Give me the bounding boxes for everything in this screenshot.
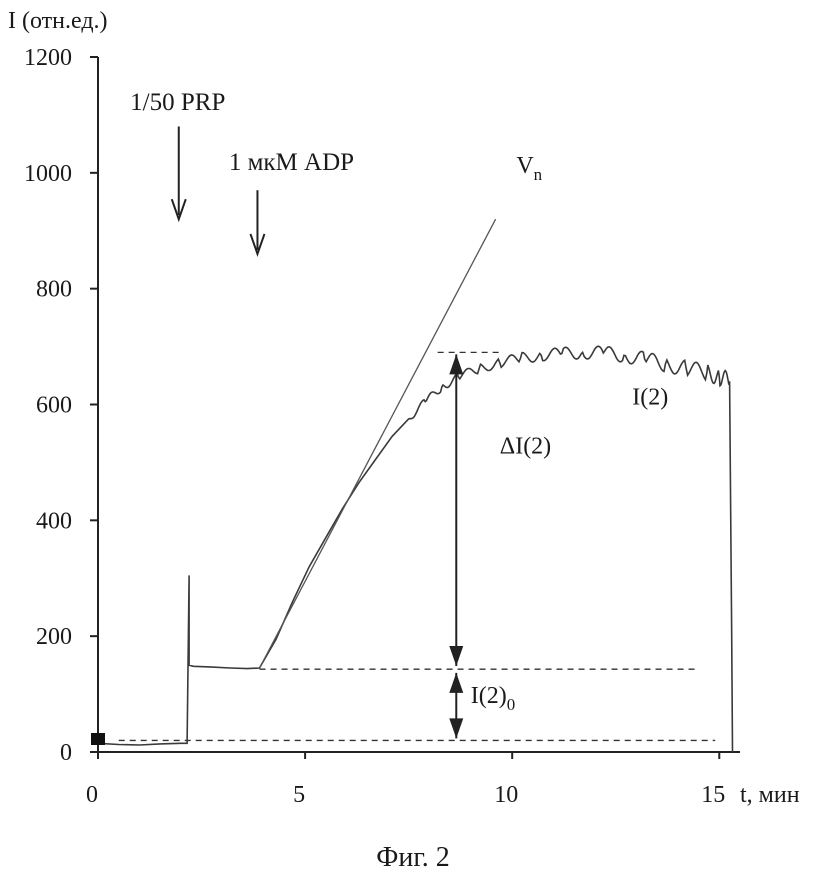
series-layer	[97, 218, 734, 753]
event-arrows: 1/50 PRP 1 мкМ ADP	[130, 89, 354, 257]
event-label: 1 мкМ ADP	[229, 149, 354, 176]
y-tick-label: 1200	[24, 45, 72, 71]
reference-lines	[118, 351, 716, 742]
series-i2-line	[97, 345, 734, 753]
annotation-label: I(2)	[632, 385, 668, 411]
arrow-head-up	[449, 354, 464, 375]
annotations: VnI(2)ΔI(2)I(2)0	[471, 153, 669, 714]
y-tick-label: 0	[60, 740, 72, 766]
event-arrow-head	[249, 233, 266, 257]
x-tick-label: 10	[494, 782, 518, 808]
y-tick-labels: 0 200 400 600 800 1000 1200	[24, 45, 72, 766]
figure-caption: Фиг. 2	[376, 842, 449, 873]
event-label: 1/50 PRP	[130, 89, 225, 116]
annotation-label: ΔI(2)	[500, 434, 551, 460]
y-tick-label: 200	[36, 624, 72, 650]
annotation-text: I(2)	[471, 683, 507, 709]
arrow-head-down	[449, 718, 464, 739]
y-axis-label: I (отн.ед.)	[8, 8, 108, 34]
event-arrow-head	[170, 198, 187, 223]
annotation-text: I(2)	[632, 385, 668, 411]
arrow-head-down	[449, 646, 464, 667]
annotation-text: V	[516, 153, 534, 179]
x-axis-ticks	[97, 752, 721, 759]
annotation-label: Vn	[516, 153, 542, 184]
annotation-text: ΔI(2)	[500, 434, 551, 460]
annotation-subscript: 0	[507, 695, 515, 714]
annotation-label: I(2)0	[471, 683, 515, 714]
series-vn-line	[258, 218, 497, 669]
y-tick-label: 1000	[24, 161, 72, 187]
start-marker	[91, 733, 105, 745]
y-tick-label: 600	[36, 393, 72, 419]
y-tick-label: 400	[36, 508, 72, 534]
x-tick-label: 0	[86, 782, 98, 808]
annotation-subscript: n	[534, 165, 543, 184]
measurement-arrows	[449, 354, 464, 739]
y-tick-label: 800	[36, 277, 72, 303]
x-tick-label: 15	[701, 782, 725, 808]
x-tick-labels: 0 5 10 15	[86, 782, 725, 808]
arrow-head-up	[449, 672, 464, 693]
x-tick-label: 5	[293, 782, 305, 808]
y-axis-ticks	[90, 56, 98, 753]
x-axis-label: t, мин	[740, 782, 800, 808]
